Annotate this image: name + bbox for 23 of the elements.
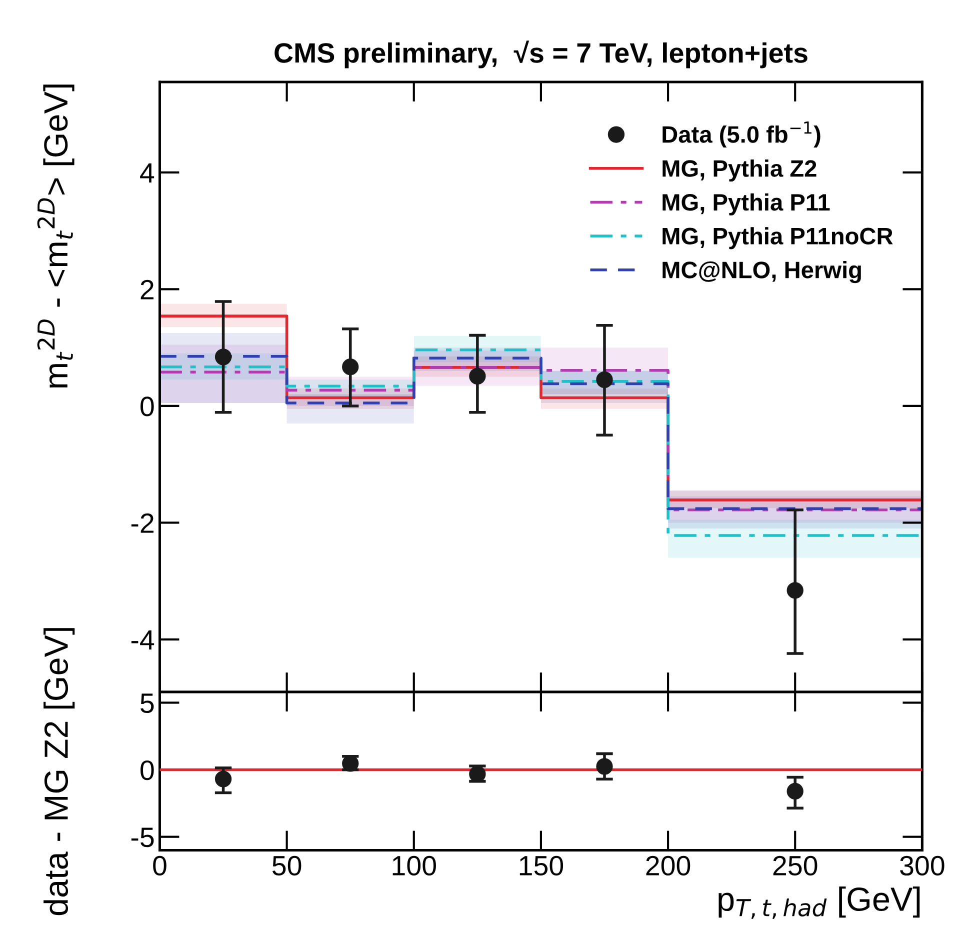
y-axis-title: data - MG Z2 [GeV]	[44, 628, 75, 916]
legend-label: MG, Pythia Z2	[662, 160, 816, 182]
legend-label: MG, Pythia P11noCR	[662, 227, 893, 250]
y-tick-label: 4	[140, 163, 154, 183]
x-tick-label: 50	[272, 856, 302, 876]
x-tick-label: 300	[900, 856, 944, 876]
legend-label: MG, Pythia P11	[662, 193, 830, 216]
x-axis-title: p$_{T,t,had}$ [GeV]	[718, 886, 920, 919]
y-tick-label: 0	[140, 760, 154, 780]
legend-label: Data (5.0 fb$^{−1}$)	[662, 122, 820, 148]
y-tick-label: 2	[140, 280, 154, 300]
y-tick-label: -5	[131, 828, 154, 848]
chart-title: CMS preliminary, √s = 7 TeV, lepton+jets	[274, 40, 808, 68]
y-tick-label: 0	[140, 396, 154, 416]
y-tick-label: -2	[131, 513, 154, 533]
x-tick-label: 150	[520, 856, 564, 876]
legend-label: MC@NLO, Herwig	[662, 260, 861, 284]
x-tick-label: 100	[392, 856, 436, 876]
x-tick-label: 200	[646, 856, 690, 876]
y-tick-label: 5	[140, 694, 154, 714]
y-tick-label: -4	[131, 630, 154, 650]
y-axis-title: m$_{t}$$^{2D}$ - <m$_{t}$$^{2D}$> [GeV]	[37, 84, 74, 388]
x-tick-label: 250	[773, 856, 818, 876]
